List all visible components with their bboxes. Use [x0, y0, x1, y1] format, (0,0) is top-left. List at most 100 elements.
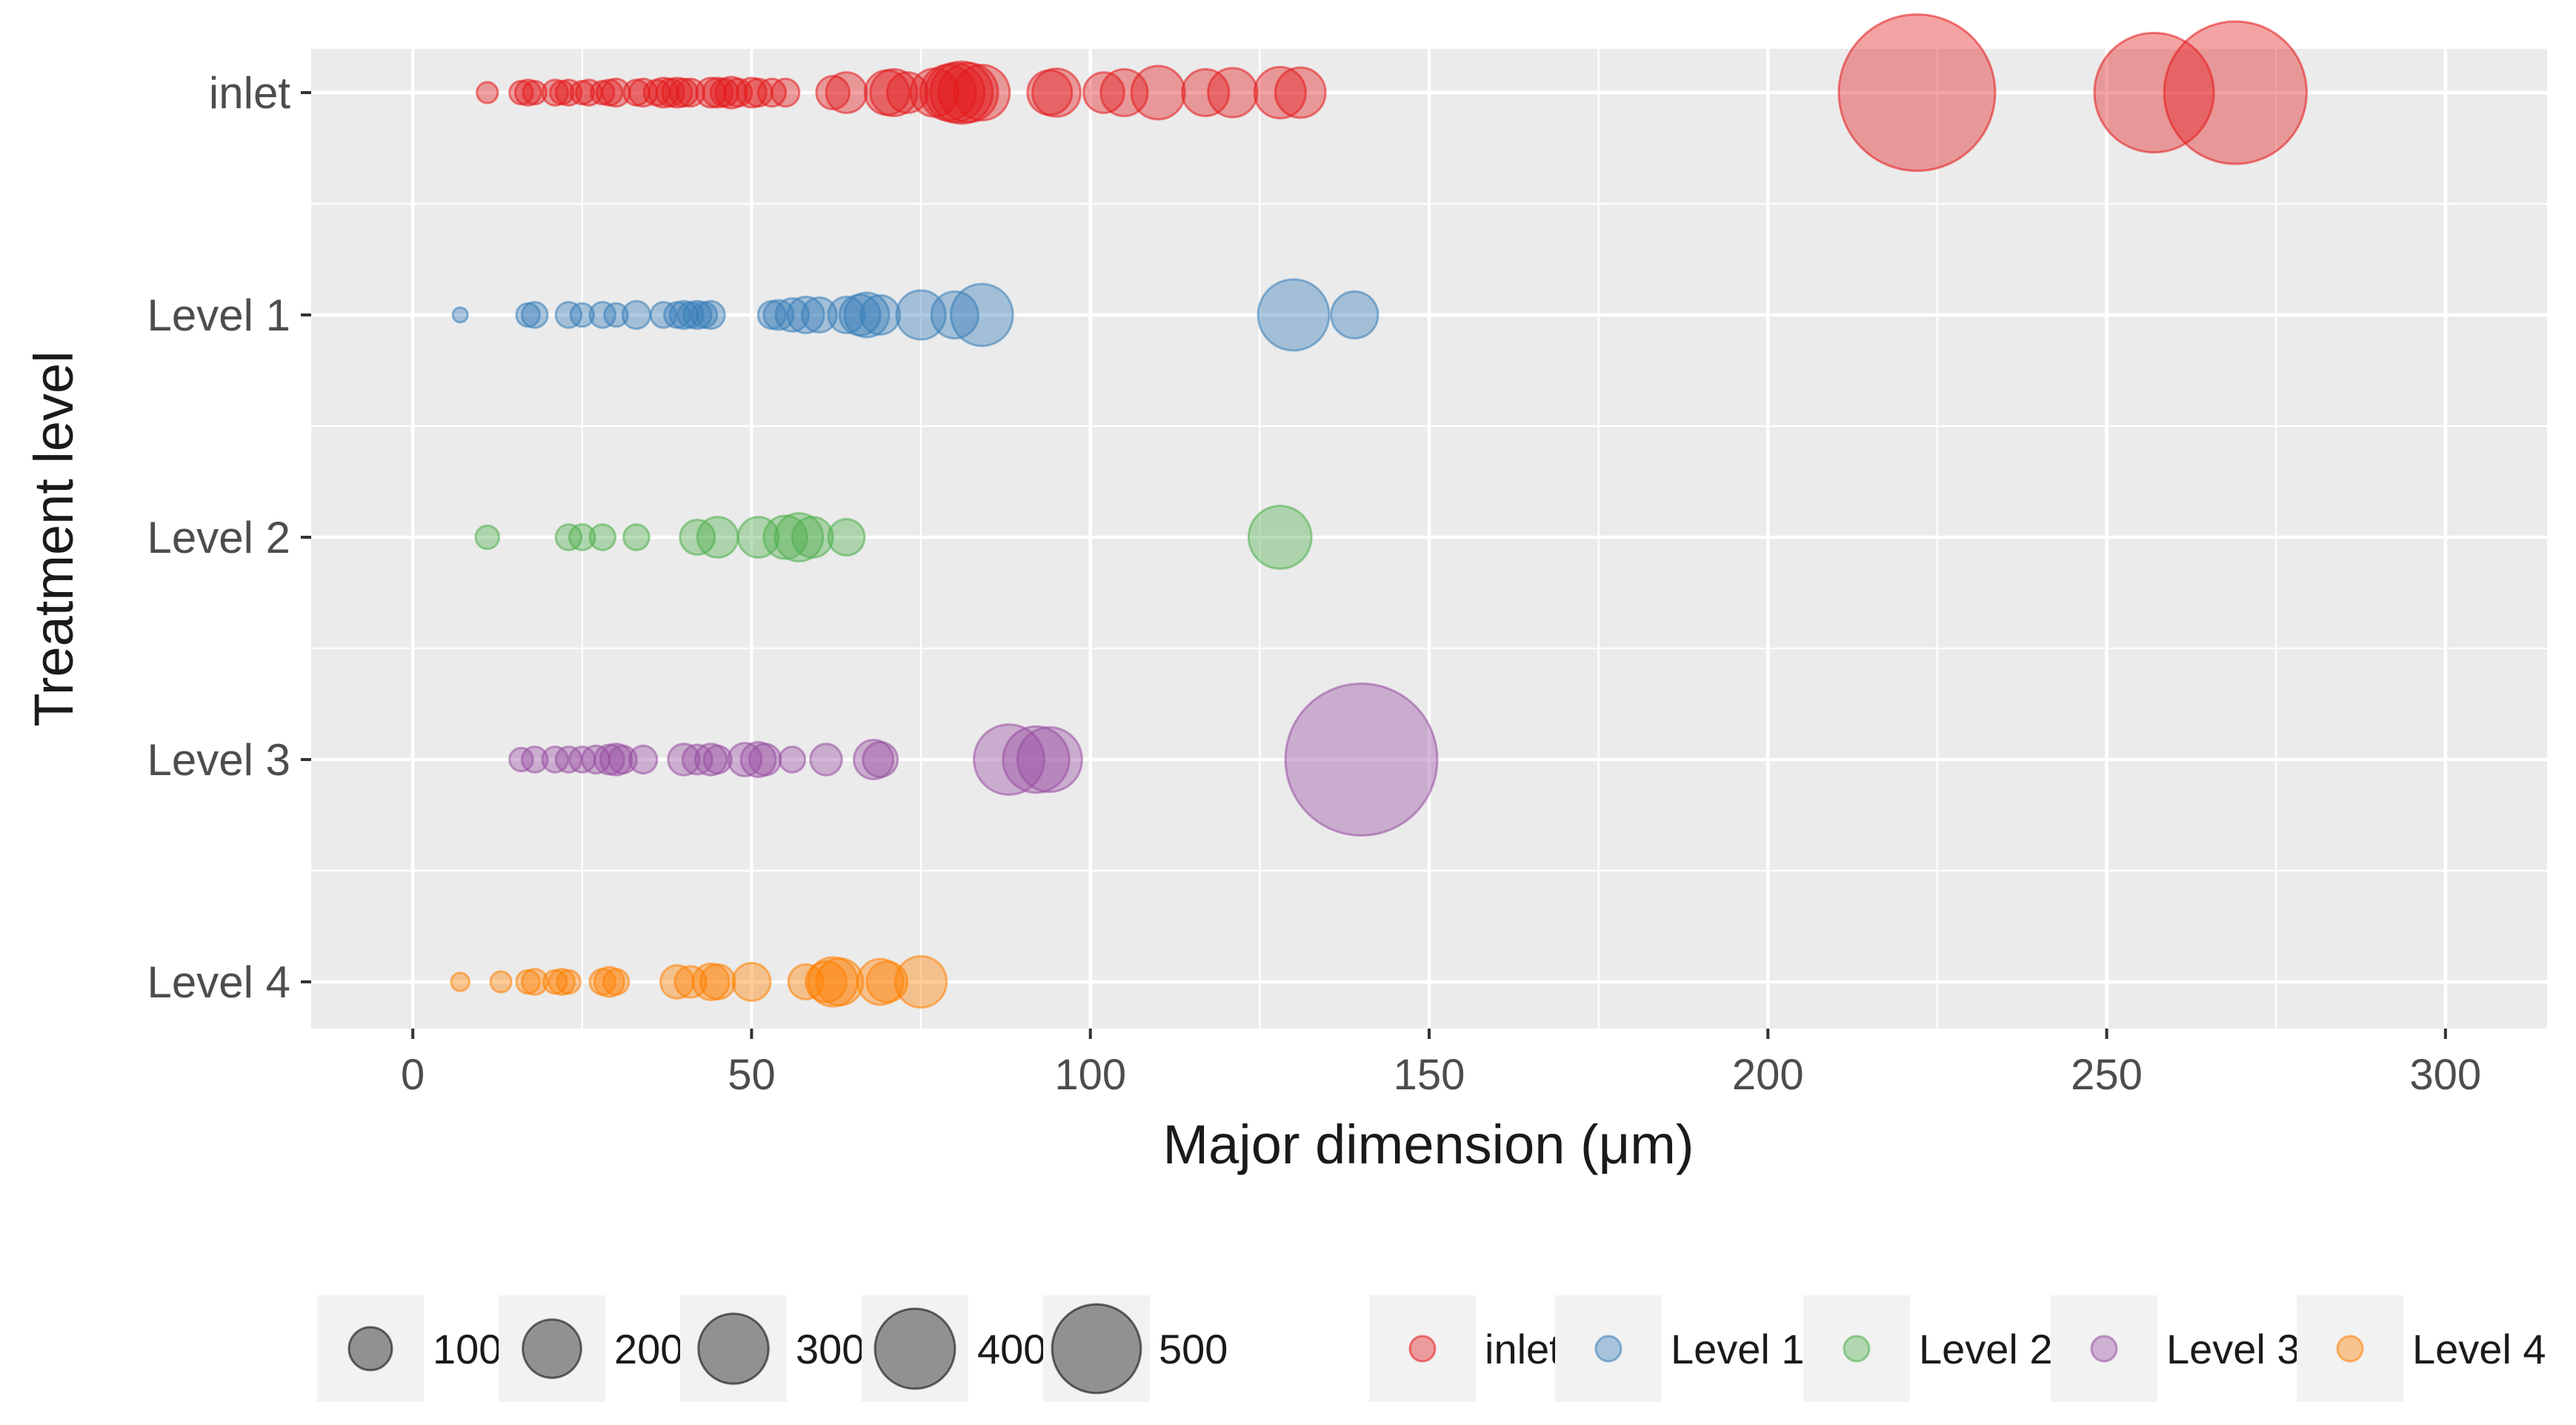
data-point	[815, 75, 851, 110]
data-point	[930, 290, 979, 340]
data-point	[800, 296, 838, 333]
color-legend-label: Level 2	[1919, 1326, 2053, 1372]
data-point	[885, 71, 929, 114]
data-point	[722, 77, 753, 108]
data-point	[513, 79, 542, 107]
x-tick-label: 250	[2071, 1051, 2143, 1099]
data-point	[696, 299, 726, 330]
data-point	[950, 282, 1014, 348]
data-point	[2093, 31, 2215, 154]
data-point	[815, 957, 865, 1007]
data-point	[622, 523, 650, 551]
x-tick-label: 50	[728, 1051, 776, 1099]
size-legend-circle	[347, 1326, 393, 1372]
data-point	[731, 962, 772, 1002]
data-point	[599, 743, 633, 777]
size-legend-circle	[522, 1318, 582, 1379]
data-point	[699, 963, 736, 1000]
data-point	[548, 968, 576, 996]
data-point	[1207, 67, 1259, 119]
data-point	[762, 299, 795, 331]
data-point	[667, 743, 701, 777]
data-point	[739, 741, 777, 778]
data-points	[450, 13, 2308, 1009]
color-legend-label: Level 4	[2412, 1326, 2546, 1372]
data-point	[1257, 278, 1331, 352]
data-point	[856, 957, 905, 1006]
data-point	[1099, 67, 1149, 118]
color-legend-label: Level 1	[1671, 1326, 1805, 1372]
color-legend-swatch	[1843, 1335, 1871, 1363]
data-point	[450, 971, 470, 992]
data-point	[1181, 67, 1231, 118]
data-point	[693, 743, 728, 777]
data-point	[774, 297, 811, 333]
color-legend-key	[1803, 1295, 1910, 1402]
data-point	[554, 301, 583, 329]
size-legend: 100 200 300 400 500	[317, 1295, 1228, 1402]
x-tick-label: 300	[2409, 1051, 2481, 1099]
color-legend-swatch	[2336, 1335, 2364, 1363]
data-point	[702, 744, 733, 775]
y-tick-label: Level 2	[147, 513, 290, 562]
data-point	[736, 516, 780, 559]
color-legend-key	[2297, 1295, 2403, 1402]
y-tick-label: Level 3	[147, 735, 290, 785]
size-legend-key	[499, 1295, 605, 1402]
size-legend-label: 200	[614, 1326, 683, 1372]
size-legend-circle	[1051, 1303, 1142, 1395]
data-point	[869, 67, 919, 118]
color-legend-swatch	[2090, 1335, 2118, 1363]
data-point	[520, 301, 549, 329]
data-point	[474, 524, 501, 551]
data-point	[748, 743, 782, 777]
data-point	[893, 954, 948, 1009]
data-point	[1837, 13, 1997, 172]
size-legend-key	[1043, 1295, 1150, 1402]
data-point	[628, 744, 659, 775]
data-point	[556, 969, 582, 995]
x-tick-label: 200	[1732, 1051, 1804, 1099]
data-point	[588, 301, 617, 329]
data-point	[791, 516, 834, 559]
data-point	[1031, 67, 1082, 118]
size-legend-circle	[697, 1312, 770, 1385]
data-point	[520, 968, 549, 996]
data-point	[588, 523, 617, 551]
color-legend-label: Level 3	[2166, 1326, 2300, 1372]
x-tick-label: 0	[401, 1051, 425, 1099]
color-legend-key	[1369, 1295, 1476, 1402]
y-tick-label: Level 1	[147, 290, 290, 340]
data-point	[668, 77, 699, 108]
data-point	[603, 302, 629, 328]
data-point	[476, 81, 499, 104]
data-point	[520, 745, 549, 774]
data-point	[569, 302, 596, 328]
data-point	[602, 968, 630, 996]
data-point	[554, 79, 583, 107]
y-axis: inlet Level 1 Level 2 Level 3 Level 4	[147, 68, 311, 1007]
data-point	[1002, 725, 1071, 794]
data-point	[1247, 505, 1313, 570]
color-legend-swatch	[1408, 1335, 1437, 1363]
data-point	[895, 289, 947, 341]
data-point	[1330, 290, 1379, 340]
color-legend-key	[2051, 1295, 2157, 1402]
data-point	[489, 970, 513, 994]
data-point	[827, 296, 866, 334]
size-legend-key	[862, 1295, 968, 1402]
data-point	[853, 739, 895, 780]
x-tick-label: 100	[1054, 1051, 1126, 1099]
data-point	[809, 743, 843, 777]
size-legend-label: 100	[433, 1326, 502, 1372]
y-axis-title: Treatment level	[23, 351, 84, 726]
x-axis-title: Major dimension (μm)	[1162, 1114, 1694, 1175]
data-point	[786, 296, 825, 334]
size-legend-label: 300	[796, 1326, 865, 1372]
data-point	[827, 518, 866, 557]
color-legend: inlet Level 1 Level 2 Level 3 Level 4	[1369, 1295, 2546, 1402]
data-point	[929, 60, 994, 125]
color-legend-label: inlet	[1485, 1326, 1561, 1372]
data-point	[778, 745, 807, 774]
